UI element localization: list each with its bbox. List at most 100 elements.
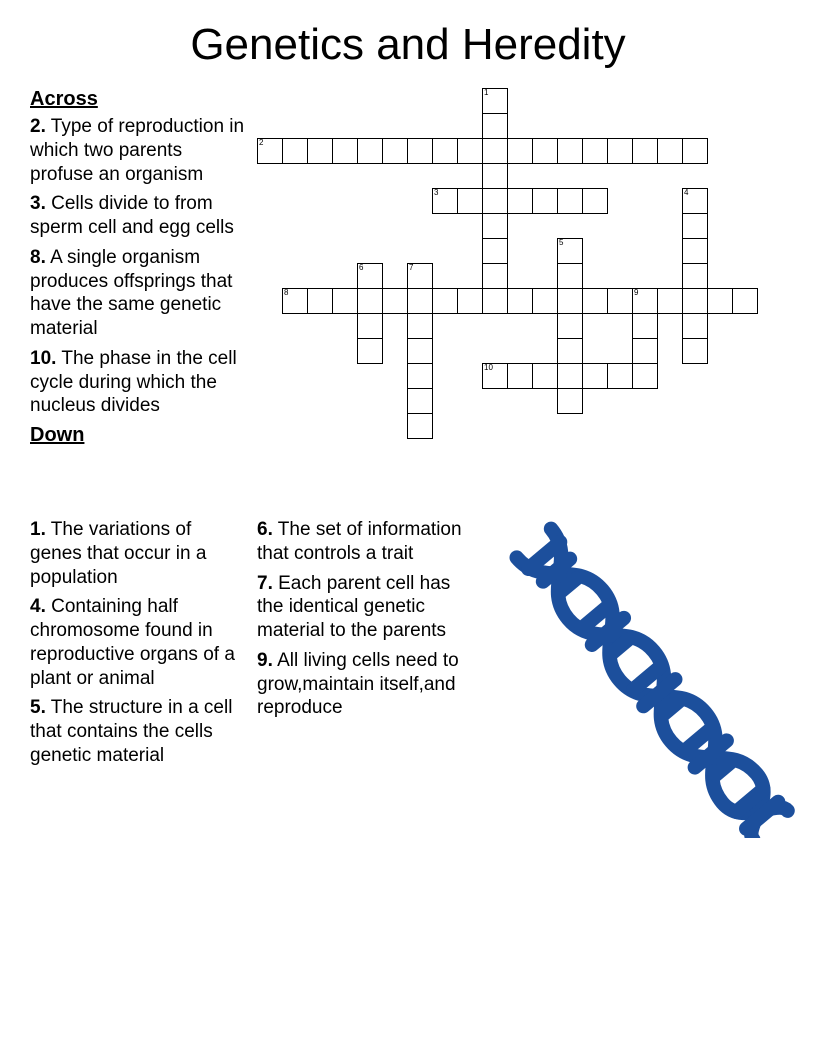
cell-number: 1 <box>484 89 488 97</box>
clues-left: Across 2. Type of reproduction in which … <box>30 88 245 518</box>
grid-cell[interactable] <box>682 338 708 364</box>
grid-cell[interactable] <box>607 138 633 164</box>
grid-cell[interactable] <box>482 113 508 139</box>
grid-cell[interactable] <box>632 363 658 389</box>
clue-number: 3. <box>30 193 46 214</box>
grid-cell[interactable] <box>682 213 708 239</box>
grid-cell[interactable] <box>482 238 508 264</box>
grid-cell[interactable] <box>432 138 458 164</box>
grid-cell[interactable] <box>607 288 633 314</box>
grid-cell[interactable]: 9 <box>632 288 658 314</box>
clue: 3. Cells divide to from sperm cell and e… <box>30 192 245 240</box>
grid-cell[interactable] <box>307 138 333 164</box>
grid-cell[interactable]: 10 <box>482 363 508 389</box>
grid-cell[interactable]: 5 <box>557 238 583 264</box>
grid-cell[interactable] <box>707 288 733 314</box>
grid-cell[interactable] <box>407 313 433 339</box>
grid-cell[interactable] <box>682 263 708 289</box>
page-title: Genetics and Heredity <box>30 20 786 70</box>
grid-cell[interactable] <box>482 288 508 314</box>
clue: 2. Type of reproduction in which two par… <box>30 115 245 186</box>
cell-number: 6 <box>359 264 363 272</box>
grid-cell[interactable] <box>407 363 433 389</box>
grid-cell[interactable] <box>657 138 683 164</box>
grid-cell[interactable]: 4 <box>682 188 708 214</box>
grid-cell[interactable] <box>407 138 433 164</box>
grid-cell[interactable] <box>632 338 658 364</box>
grid-cell[interactable]: 7 <box>407 263 433 289</box>
grid-cell[interactable] <box>407 388 433 414</box>
grid-cell[interactable] <box>307 288 333 314</box>
grid-cell[interactable] <box>632 313 658 339</box>
grid-cell[interactable] <box>357 313 383 339</box>
grid-cell[interactable] <box>382 288 408 314</box>
grid-cell[interactable] <box>457 288 483 314</box>
grid-cell[interactable] <box>382 138 408 164</box>
grid-cell[interactable] <box>532 138 558 164</box>
grid-cell[interactable] <box>332 138 358 164</box>
clue: 7. Each parent cell has the identical ge… <box>257 572 472 643</box>
grid-cell[interactable] <box>657 288 683 314</box>
grid-cell[interactable] <box>482 138 508 164</box>
down-clues-left: 1. The variations of genes that occur in… <box>30 518 245 774</box>
grid-cell[interactable] <box>407 413 433 439</box>
clue-number: 7. <box>257 573 273 594</box>
across-header: Across <box>30 88 245 111</box>
right-column: 1 2 3 4 5 6 7 8 9 10 <box>257 88 797 518</box>
grid-cell[interactable] <box>732 288 758 314</box>
down-header: Down <box>30 424 245 447</box>
grid-cell[interactable] <box>532 363 558 389</box>
grid-cell[interactable]: 1 <box>482 88 508 114</box>
grid-cell[interactable] <box>682 138 708 164</box>
grid-cell[interactable] <box>682 313 708 339</box>
grid-cell[interactable] <box>532 188 558 214</box>
clue: 1. The variations of genes that occur in… <box>30 518 245 589</box>
grid-cell[interactable] <box>482 213 508 239</box>
grid-cell[interactable]: 2 <box>257 138 283 164</box>
grid-cell[interactable] <box>557 338 583 364</box>
clue-number: 4. <box>30 596 46 617</box>
grid-cell[interactable] <box>507 188 533 214</box>
grid-cell[interactable] <box>507 138 533 164</box>
clue-number: 8. <box>30 247 46 268</box>
grid-cell[interactable] <box>557 288 583 314</box>
cell-number: 8 <box>284 289 288 297</box>
grid-cell[interactable] <box>482 263 508 289</box>
grid-cell[interactable] <box>332 288 358 314</box>
grid-cell[interactable] <box>582 138 608 164</box>
grid-cell[interactable] <box>357 138 383 164</box>
grid-cell[interactable] <box>407 338 433 364</box>
grid-cell[interactable] <box>582 188 608 214</box>
grid-cell[interactable] <box>557 363 583 389</box>
grid-cell[interactable] <box>582 363 608 389</box>
clue: 8. A single organism produces offsprings… <box>30 246 245 341</box>
grid-cell[interactable] <box>457 188 483 214</box>
grid-cell[interactable] <box>507 288 533 314</box>
grid-cell[interactable] <box>457 138 483 164</box>
grid-cell[interactable] <box>557 138 583 164</box>
grid-cell[interactable] <box>557 188 583 214</box>
grid-cell[interactable] <box>357 338 383 364</box>
grid-cell[interactable] <box>607 363 633 389</box>
grid-cell[interactable] <box>407 288 433 314</box>
grid-cell[interactable]: 3 <box>432 188 458 214</box>
grid-cell[interactable] <box>682 238 708 264</box>
grid-cell[interactable]: 6 <box>357 263 383 289</box>
grid-cell[interactable] <box>632 138 658 164</box>
crossword-grid[interactable]: 1 2 3 4 5 6 7 8 9 10 <box>257 88 797 518</box>
grid-cell[interactable] <box>557 388 583 414</box>
grid-cell[interactable] <box>432 288 458 314</box>
down-clues-right: 6. The set of information that controls … <box>257 518 472 774</box>
grid-cell[interactable] <box>557 313 583 339</box>
grid-cell[interactable] <box>682 288 708 314</box>
grid-cell[interactable] <box>582 288 608 314</box>
grid-cell[interactable] <box>482 188 508 214</box>
grid-cell[interactable] <box>282 138 308 164</box>
grid-cell[interactable] <box>557 263 583 289</box>
grid-cell[interactable] <box>507 363 533 389</box>
grid-cell[interactable]: 8 <box>282 288 308 314</box>
grid-cell[interactable] <box>357 288 383 314</box>
grid-cell[interactable] <box>482 163 508 189</box>
clue-number: 10. <box>30 348 56 369</box>
grid-cell[interactable] <box>532 288 558 314</box>
